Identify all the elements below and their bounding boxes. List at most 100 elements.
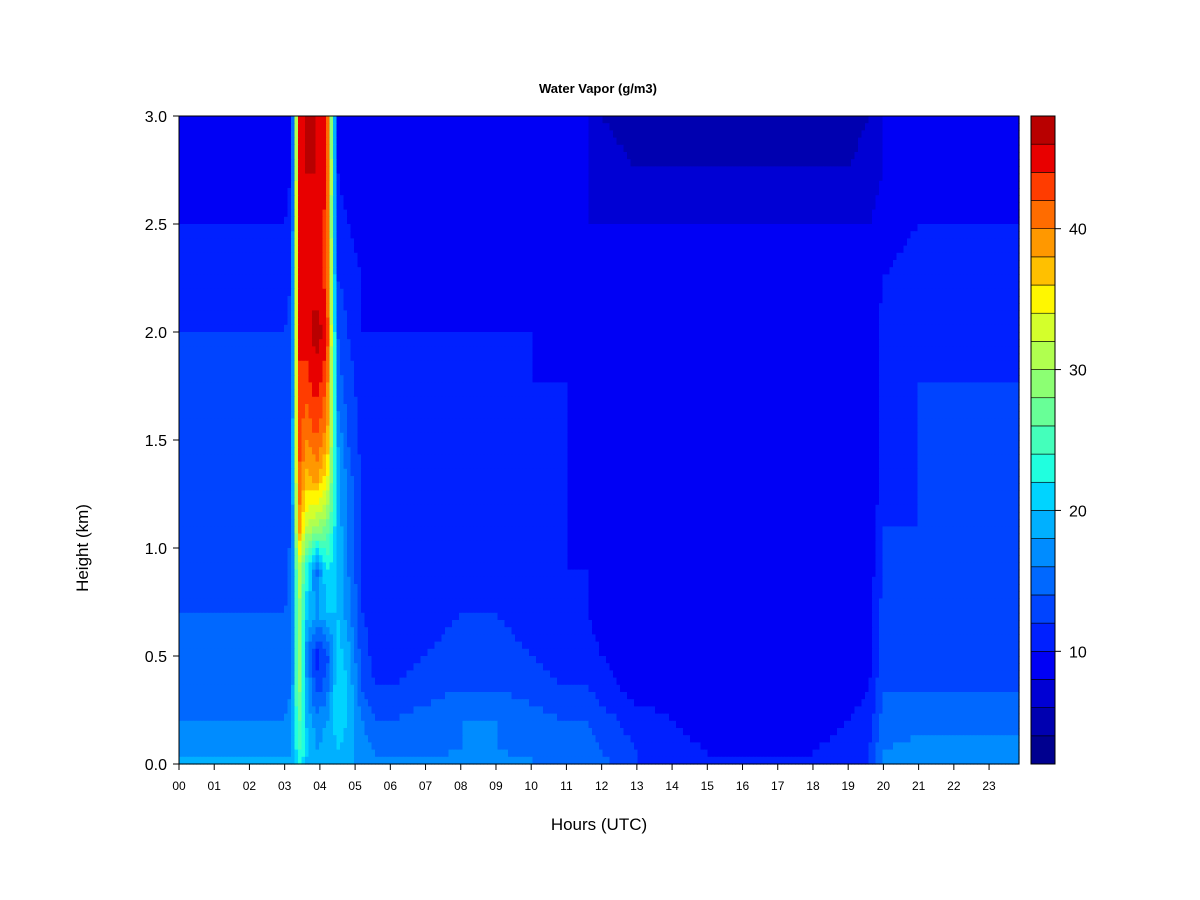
heatmap-cell xyxy=(767,188,772,196)
heatmap-cell xyxy=(718,195,723,203)
heatmap-cell xyxy=(550,216,555,225)
heatmap-cell xyxy=(203,130,208,139)
heatmap-cell xyxy=(735,144,740,153)
heatmap-cell xyxy=(728,252,733,261)
heatmap-cell xyxy=(179,166,184,175)
heatmap-cell xyxy=(1015,238,1020,247)
heatmap-cell xyxy=(511,216,516,225)
heatmap-cell xyxy=(641,130,646,139)
heatmap-cell xyxy=(207,173,212,182)
heatmap-cell xyxy=(497,202,502,211)
heatmap-cell xyxy=(210,130,215,139)
heatmap-cell xyxy=(567,159,572,167)
heatmap-cell xyxy=(963,231,968,239)
heatmap-cell xyxy=(865,238,870,247)
heatmap-cell xyxy=(588,260,593,268)
heatmap-cell xyxy=(620,224,625,232)
heatmap-cell xyxy=(179,238,184,247)
heatmap-cell xyxy=(704,238,709,247)
heatmap-cell xyxy=(868,216,873,225)
heatmap-cell xyxy=(599,130,604,139)
heatmap-cell xyxy=(928,130,933,139)
heatmap-cell xyxy=(490,209,495,218)
heatmap-cell xyxy=(987,231,992,239)
heatmap-cell xyxy=(378,144,383,153)
heatmap-cell xyxy=(567,144,572,153)
heatmap-cell xyxy=(924,137,929,146)
heatmap-cell xyxy=(431,238,436,247)
heatmap-cell xyxy=(333,130,338,139)
heatmap-cell xyxy=(788,252,793,261)
heatmap-cell xyxy=(893,216,898,225)
heatmap-cell xyxy=(886,166,891,175)
heatmap-cell xyxy=(683,238,688,247)
heatmap-cell xyxy=(641,116,646,124)
heatmap-cell xyxy=(291,144,296,153)
heatmap-cell xyxy=(627,238,632,247)
heatmap-cell xyxy=(676,188,681,196)
heatmap-cell xyxy=(585,195,590,203)
heatmap-cell xyxy=(371,144,376,153)
heatmap-cell xyxy=(263,144,268,153)
heatmap-cell xyxy=(273,137,278,146)
heatmap-cell xyxy=(515,202,520,211)
heatmap-cell xyxy=(214,130,219,139)
heatmap-cell xyxy=(861,166,866,175)
heatmap-cell xyxy=(942,252,947,261)
heatmap-cell xyxy=(441,209,446,218)
heatmap-cell xyxy=(217,166,222,175)
heatmap-cell xyxy=(742,180,747,189)
heatmap-cell xyxy=(802,216,807,225)
heatmap-cell xyxy=(648,231,653,239)
heatmap-cell xyxy=(259,130,264,139)
heatmap-cell xyxy=(333,180,338,189)
heatmap-cell xyxy=(574,245,579,254)
heatmap-cell xyxy=(641,231,646,239)
heatmap-cell xyxy=(777,173,782,182)
heatmap-cell xyxy=(805,152,810,160)
heatmap-cell xyxy=(588,202,593,211)
heatmap-cell xyxy=(420,166,425,175)
heatmap-cell xyxy=(938,216,943,225)
heatmap-cell xyxy=(886,144,891,153)
heatmap-cell xyxy=(1001,188,1006,196)
heatmap-cell xyxy=(308,166,313,175)
heatmap-cell xyxy=(802,224,807,232)
heatmap-cell xyxy=(595,195,600,203)
heatmap-cell xyxy=(196,238,201,247)
heatmap-cell xyxy=(784,195,789,203)
heatmap-cell xyxy=(455,123,460,131)
heatmap-cell xyxy=(623,231,628,239)
heatmap-cell xyxy=(560,180,565,189)
heatmap-cell xyxy=(623,180,628,189)
heatmap-cell xyxy=(518,245,523,254)
heatmap-cell xyxy=(788,166,793,175)
heatmap-cell xyxy=(490,137,495,146)
heatmap-cell xyxy=(228,123,233,131)
heatmap-cell xyxy=(833,137,838,146)
heatmap-cell xyxy=(266,137,271,146)
heatmap-cell xyxy=(798,202,803,211)
heatmap-cell xyxy=(641,144,646,153)
heatmap-cell xyxy=(319,238,324,247)
heatmap-cell xyxy=(291,137,296,146)
heatmap-cell xyxy=(200,173,205,182)
heatmap-cell xyxy=(704,202,709,211)
heatmap-cell xyxy=(697,188,702,196)
heatmap-cell xyxy=(900,231,905,239)
heatmap-cell xyxy=(480,252,485,261)
heatmap-cell xyxy=(595,260,600,268)
heatmap-cell xyxy=(550,224,555,232)
heatmap-cell xyxy=(816,238,821,247)
heatmap-cell xyxy=(956,173,961,182)
heatmap-cell xyxy=(742,159,747,167)
heatmap-cell xyxy=(802,188,807,196)
heatmap-cell xyxy=(847,159,852,167)
heatmap-cell xyxy=(812,137,817,146)
heatmap-cell xyxy=(427,144,432,153)
heatmap-cell xyxy=(574,188,579,196)
heatmap-cell xyxy=(903,252,908,261)
heatmap-cell xyxy=(728,152,733,160)
heatmap-cell xyxy=(424,130,429,139)
heatmap-cell xyxy=(231,238,236,247)
